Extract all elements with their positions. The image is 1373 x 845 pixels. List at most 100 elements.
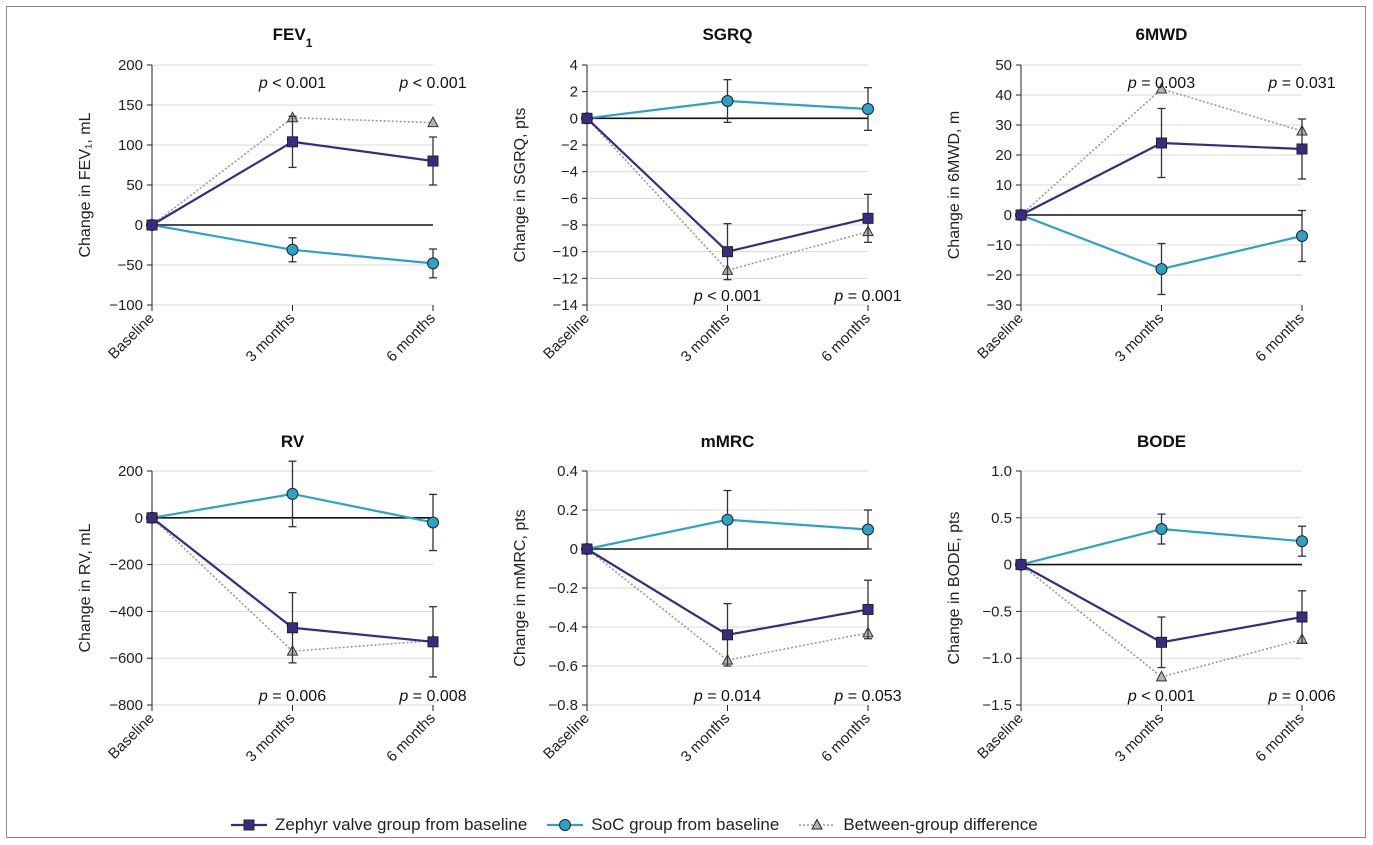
chart-title: BODE	[1137, 432, 1186, 451]
legend-item-zephyr: Zephyr valve group from baseline	[229, 815, 527, 835]
y-tick-label: −12	[553, 270, 578, 287]
x-tick-label: 6 months	[818, 710, 874, 766]
data-point-diff	[427, 116, 439, 128]
p-value-label: p = 0.014	[693, 688, 761, 705]
p-symbol: p	[258, 688, 268, 705]
x-tick-label: Baseline	[540, 710, 593, 763]
p-value-label: p < 0.001	[693, 288, 761, 305]
y-tick-label: 50	[126, 177, 143, 194]
data-point-zephyr	[581, 112, 593, 124]
p-symbol: p	[833, 688, 843, 705]
x-tick-label: 6 months	[383, 310, 439, 366]
x-tick-label: Baseline	[974, 710, 1027, 763]
y-tick-label: 30	[995, 117, 1012, 134]
p-value-label: p < 0.001	[258, 75, 326, 92]
x-tick-label: Baseline	[105, 710, 158, 763]
data-point-soc	[721, 513, 734, 526]
data-point-soc	[721, 95, 734, 107]
y-tick-label: −1.0	[982, 650, 1012, 667]
y-axis-label: Change in 6MWD, m	[946, 111, 963, 260]
data-point-soc	[286, 487, 299, 500]
series-line-diff	[1020, 563, 1303, 678]
p-value-label: p = 0.031	[1267, 75, 1335, 92]
y-tick-label: 0	[135, 510, 143, 527]
y-tick-label: 0	[570, 110, 578, 127]
x-tick-label: 3 months	[1112, 310, 1168, 366]
chart-panel-1: FEV1 −100 −50 0 50 100 150 200 Change in FEV₁, m…	[77, 25, 467, 365]
legend-label: Between-group difference	[843, 815, 1038, 834]
data-point-soc	[427, 516, 439, 529]
chart-title: SGRQ	[702, 25, 752, 44]
y-tick-label: −20	[987, 267, 1012, 284]
p-value-label: p < 0.001	[1127, 688, 1195, 705]
p-value-label: p = 0.003	[1127, 75, 1195, 92]
x-tick-label: Baseline	[540, 310, 593, 363]
data-point-zephyr	[1015, 209, 1027, 221]
y-tick-label: −800	[109, 697, 143, 714]
data-point-soc	[1155, 523, 1168, 536]
y-tick-label: 0	[135, 217, 143, 234]
y-axis-label: Change in SGRQ, pts	[512, 108, 529, 263]
y-tick-label: 150	[118, 97, 143, 114]
data-point-zephyr	[1156, 636, 1167, 648]
chart-title: mMRC	[701, 432, 755, 451]
p-symbol: p	[1267, 688, 1277, 705]
y-tick-label: −14	[553, 297, 578, 314]
p-value-label: p = 0.001	[833, 288, 901, 305]
data-point-soc	[1296, 230, 1308, 242]
data-point-soc	[862, 523, 874, 536]
data-point-zephyr	[146, 219, 158, 231]
y-tick-label: 10	[995, 177, 1012, 194]
data-point-diff	[1155, 670, 1168, 682]
y-tick-label: 0	[1004, 557, 1012, 574]
y-tick-label: −6	[561, 190, 578, 207]
data-point-zephyr	[146, 512, 158, 524]
data-point-zephyr	[427, 636, 439, 648]
chart-panel-6: BODE −1.5 −1.0 −0.5 0 0.5 1.0 Change in BODE, p…	[946, 432, 1336, 765]
legend-label: Zephyr valve group from baseline	[275, 815, 528, 834]
legend-swatch-diff	[799, 818, 836, 830]
data-point-soc	[1155, 263, 1168, 275]
data-point-zephyr	[1156, 137, 1167, 149]
x-tick-label: 3 months	[1112, 710, 1168, 766]
data-point-zephyr	[287, 136, 298, 148]
y-tick-label: −0.5	[982, 603, 1012, 620]
data-point-zephyr	[722, 246, 733, 258]
p-symbol: p	[1127, 75, 1137, 92]
chart-panel-4: RV −800 −600 −400 −200 0 200 Change in RV, mL Ba…	[77, 432, 467, 765]
x-tick-label: 6 months	[1252, 310, 1308, 366]
y-tick-label: −600	[109, 650, 143, 667]
p-symbol: p	[693, 288, 703, 305]
p-symbol: p	[398, 688, 408, 705]
data-point-soc	[286, 243, 299, 256]
chart-panel-3: 6MWD −30 −20 −10 0 10 20 30 40 50 Change in 6MWD, …	[946, 25, 1336, 365]
p-symbol: p	[258, 75, 268, 92]
y-axis-label: Change in BODE, pts	[946, 512, 963, 665]
y-tick-label: −400	[109, 603, 143, 620]
legend-item-soc: SoC group from baseline	[545, 815, 779, 835]
data-point-soc	[862, 103, 874, 115]
y-tick-label: −0.2	[548, 580, 578, 597]
y-tick-label: 0.5	[991, 510, 1012, 527]
p-symbol: p	[1267, 75, 1277, 92]
y-tick-label: −100	[109, 297, 143, 314]
p-symbol: p	[833, 288, 843, 305]
figure-frame: FEV1 −100 −50 0 50 100 150 200 Change in FEV₁, m…	[6, 6, 1366, 838]
x-tick-label: Baseline	[974, 310, 1027, 363]
y-tick-label: −1.5	[982, 697, 1012, 714]
y-tick-label: 50	[995, 57, 1012, 74]
x-tick-label: 6 months	[818, 310, 874, 366]
y-tick-label: −0.8	[548, 697, 578, 714]
p-value-label: p < 0.001	[398, 75, 466, 92]
x-tick-label: 3 months	[243, 710, 299, 766]
y-axis-label: Change in RV, mL	[77, 523, 94, 652]
x-tick-label: Baseline	[105, 310, 158, 363]
legend-swatch-soc	[547, 819, 584, 831]
data-point-zephyr	[722, 629, 733, 641]
data-point-zephyr	[427, 155, 439, 167]
p-value-label: p = 0.006	[258, 688, 326, 705]
y-axis-label: Change in mMRC, pts	[512, 509, 529, 666]
x-tick-label: 3 months	[678, 710, 734, 766]
p-value-label: p = 0.006	[1267, 688, 1335, 705]
x-tick-label: 3 months	[678, 310, 734, 366]
